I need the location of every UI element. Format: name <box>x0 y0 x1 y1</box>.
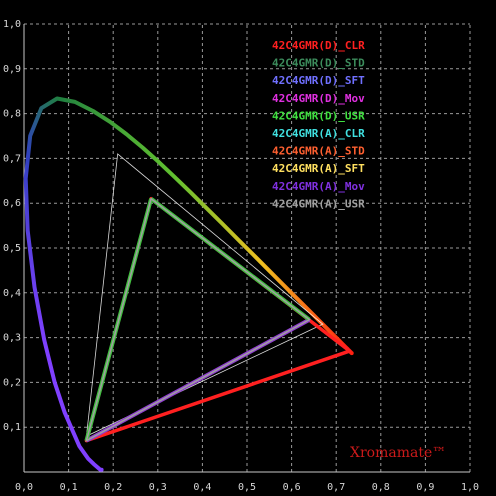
y-tick-label: 0,1 <box>3 422 21 433</box>
reference-triangle <box>85 153 324 437</box>
x-tick-label: 0,7 <box>327 482 345 493</box>
y-tick-label: 0,5 <box>3 243 21 254</box>
tick-labels: 0,0 0,1 0,2 0,3 0,4 0,5 0,6 0,7 0,8 0,9 1,0 0,1 0,2 0… <box>3 19 479 493</box>
x-tick-label: 1,0 <box>461 482 479 493</box>
x-tick-label: 0,9 <box>416 482 434 493</box>
axis-frame <box>23 24 470 473</box>
y-tick-label: 0,4 <box>3 288 21 299</box>
x-tick-label: 0,0 <box>15 482 33 493</box>
legend-entry: 42C4GMR(D)_CLR <box>272 39 365 52</box>
x-tick-label: 0,5 <box>238 482 256 493</box>
legend-entry: 42C4GMR(A)_CLR <box>272 127 365 140</box>
legend-entry: 42C4GMR(A)_Mov <box>272 180 365 193</box>
y-tick-label: 0,9 <box>3 64 21 75</box>
legend-entry: 42C4GMR(D)_USR <box>272 109 365 122</box>
y-tick-label: 1,0 <box>3 19 21 30</box>
legend-entry: 42C4GMR(D)_SFT <box>272 74 365 87</box>
legend-entry: 42C4GMR(A)_SFT <box>272 162 365 175</box>
x-tick-label: 0,3 <box>149 482 167 493</box>
x-tick-label: 0,2 <box>104 482 122 493</box>
y-tick-label: 0,3 <box>3 333 21 344</box>
y-tick-label: 0,8 <box>3 109 21 120</box>
x-tick-label: 0,4 <box>193 482 211 493</box>
legend-entry: 42C4GMR(D)_Mov <box>272 92 365 105</box>
legend-entry: 42C4GMR(A)_USR <box>272 197 365 210</box>
legend-entry: 42C4GMR(A)_STD <box>272 145 365 158</box>
x-tick-label: 0,8 <box>372 482 390 493</box>
y-tick-label: 0,7 <box>3 153 21 164</box>
gamut-triangles <box>84 153 352 443</box>
legend-entry: 42C4GMR(D)_STD <box>272 57 365 70</box>
y-tick-label: 0,6 <box>3 198 21 209</box>
brand-watermark: Xromamate™ <box>350 445 446 461</box>
legend: 42C4GMR(D)_CLR 42C4GMR(D)_STD 42C4GMR(D)_S… <box>272 39 365 210</box>
y-tick-label: 0,2 <box>3 377 21 388</box>
x-tick-label: 0,6 <box>283 482 301 493</box>
gamut-triangle <box>85 197 311 443</box>
x-tick-label: 0,1 <box>60 482 78 493</box>
